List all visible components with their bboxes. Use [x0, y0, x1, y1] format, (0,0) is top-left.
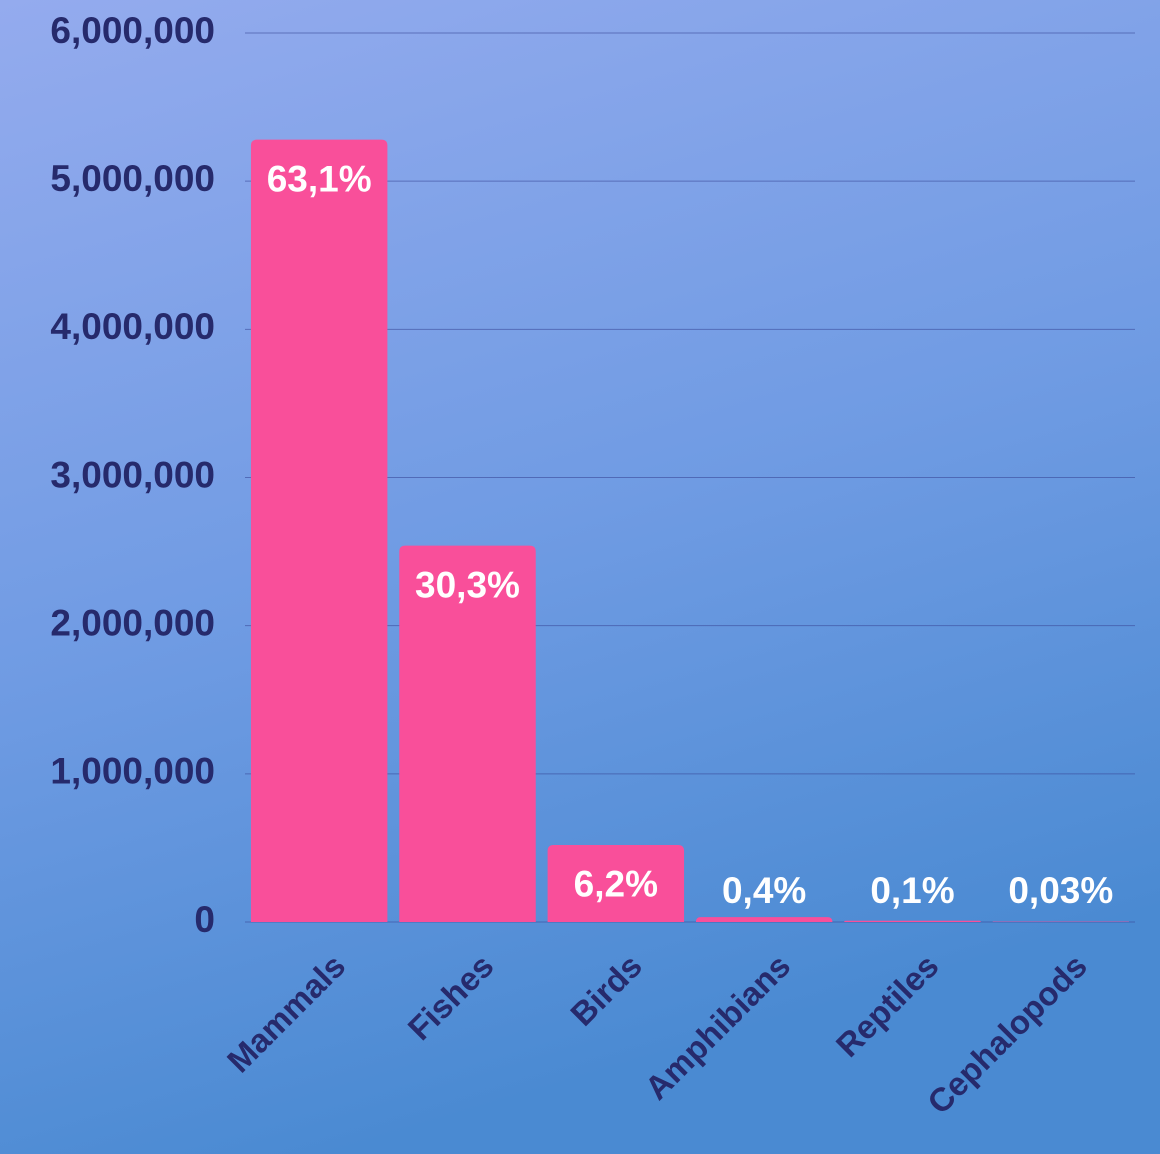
share-label: 30,3% [415, 564, 520, 605]
y-tick-label: 5,000,000 [50, 158, 215, 199]
bar [251, 140, 387, 922]
y-tick-label: 2,000,000 [50, 602, 215, 643]
share-label: 6,2% [574, 864, 658, 905]
y-tick-label: 4,000,000 [50, 306, 215, 347]
y-tick-label: 0 [194, 899, 215, 940]
share-label: 0,03% [1008, 870, 1113, 911]
y-tick-label: 1,000,000 [50, 751, 215, 792]
bar [696, 917, 832, 922]
chart: 0 1,000,000 2,000,000 3,000,000 4,000,000 5,0… [0, 0, 1160, 1154]
share-label: 0,1% [870, 870, 954, 911]
share-label: 0,4% [722, 870, 806, 911]
share-label: 63,1% [267, 158, 372, 199]
y-tick-label: 6,000,000 [50, 10, 215, 51]
bar [844, 921, 980, 922]
y-tick-label: 3,000,000 [50, 454, 215, 495]
